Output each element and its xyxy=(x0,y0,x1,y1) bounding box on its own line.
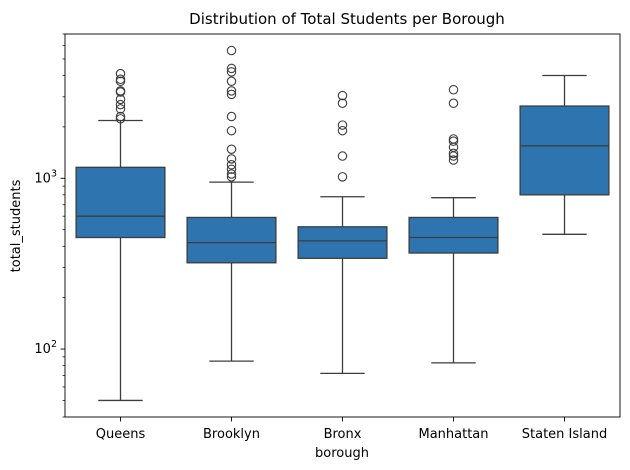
outlier-point xyxy=(337,125,348,136)
outlier-point xyxy=(226,86,237,96)
outlier-point xyxy=(448,134,459,144)
outlier-point xyxy=(115,74,126,85)
outlier-point xyxy=(226,172,237,182)
outlier-point xyxy=(448,155,459,165)
box-group-staten-island xyxy=(519,74,610,235)
outlier-point xyxy=(115,111,126,122)
outlier-point xyxy=(115,68,126,79)
outlier-point xyxy=(226,125,237,136)
y-axis-label: total_students xyxy=(9,179,24,272)
chart-title: Distribution of Total Students per Borou… xyxy=(189,10,505,28)
outlier-point xyxy=(226,63,237,74)
outlier-point xyxy=(448,85,459,95)
x-tick-label: Bronx xyxy=(324,427,362,442)
outlier-point xyxy=(337,172,348,182)
x-tick-label: Staten Island xyxy=(522,427,607,442)
outlier-point xyxy=(115,86,126,96)
outlier-point xyxy=(337,151,348,161)
outlier-point xyxy=(226,111,237,122)
x-axis-label: borough xyxy=(315,446,369,461)
box-group-bronx xyxy=(297,90,388,375)
outlier-point xyxy=(226,89,237,100)
outlier-point xyxy=(337,98,348,109)
box-group-brooklyn xyxy=(186,45,277,362)
outlier-point xyxy=(448,148,459,159)
iqr-box xyxy=(408,216,499,254)
iqr-box xyxy=(186,216,277,264)
y-axis: 102 103 xyxy=(34,33,65,418)
y-tick-label: 103 xyxy=(34,168,57,186)
box-group-manhattan xyxy=(408,85,499,364)
outlier-point xyxy=(337,90,348,101)
iqr-box xyxy=(519,105,610,196)
x-axis: Queens Brooklyn Bronx Manhattan Staten Islan… xyxy=(96,417,607,442)
outlier-point xyxy=(226,45,237,56)
x-tick-label: Manhattan xyxy=(418,427,488,442)
outlier-point xyxy=(226,76,237,87)
outlier-point xyxy=(226,67,237,77)
outlier-point xyxy=(226,169,237,179)
outlier-point xyxy=(115,104,126,114)
outlier-point xyxy=(226,164,237,174)
x-tick-label: Brooklyn xyxy=(203,427,260,442)
x-tick-label: Queens xyxy=(96,427,146,442)
plot-area xyxy=(64,33,621,418)
outlier-point xyxy=(226,160,237,170)
iqr-box xyxy=(297,226,388,259)
iqr-box xyxy=(75,166,166,239)
y-tick-label: 102 xyxy=(34,339,57,357)
box-group-queens xyxy=(75,68,166,402)
outlier-point xyxy=(115,99,126,110)
outlier-point xyxy=(448,98,459,109)
outlier-point xyxy=(226,154,237,164)
outlier-point xyxy=(226,144,237,154)
outlier-point xyxy=(115,114,126,124)
outlier-point xyxy=(337,120,348,130)
